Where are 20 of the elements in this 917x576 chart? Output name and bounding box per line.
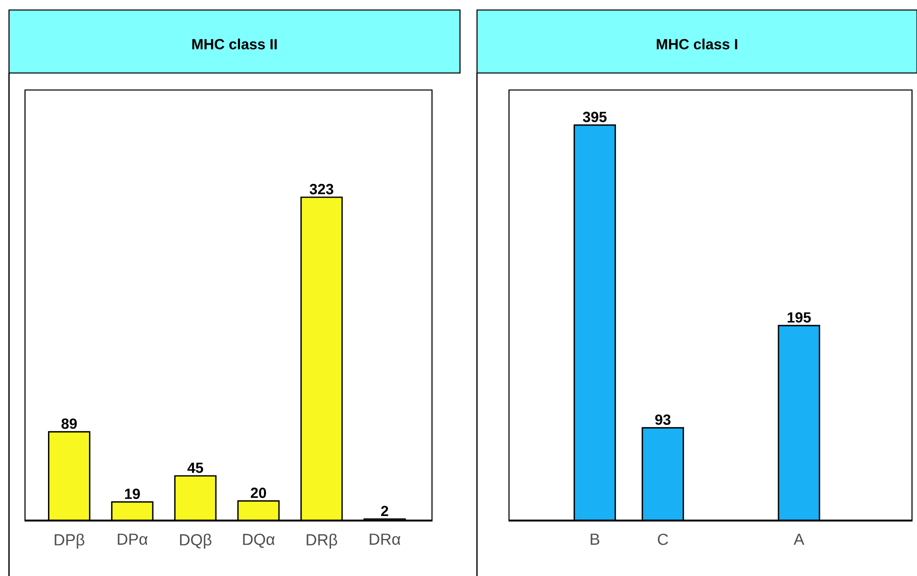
- data-label: 20: [250, 488, 266, 498]
- data-label: 395: [582, 112, 607, 122]
- x-tick-label: B: [590, 534, 600, 545]
- x-tick-label: C: [658, 534, 668, 546]
- data-label: 323: [310, 184, 334, 194]
- data-label: 89: [61, 418, 77, 429]
- x-tick-label: DQα: [243, 534, 275, 548]
- data-label: 45: [187, 462, 204, 473]
- x-tick-label: DRα: [370, 534, 400, 545]
- x-tick-label: DRβ: [306, 534, 338, 549]
- x-tick-label: DPβ: [54, 534, 84, 549]
- chart-title: MHC class I: [656, 38, 738, 50]
- data-label: 19: [125, 488, 140, 500]
- data-label: 93: [655, 414, 670, 425]
- x-tick-label: A: [794, 534, 804, 545]
- x-tick-label: DQβ: [180, 534, 212, 549]
- data-label: 195: [788, 312, 811, 323]
- x-tick-label: DPα: [118, 534, 148, 545]
- data-label: 2: [381, 506, 388, 516]
- chart-title: MHC class II: [192, 38, 277, 50]
